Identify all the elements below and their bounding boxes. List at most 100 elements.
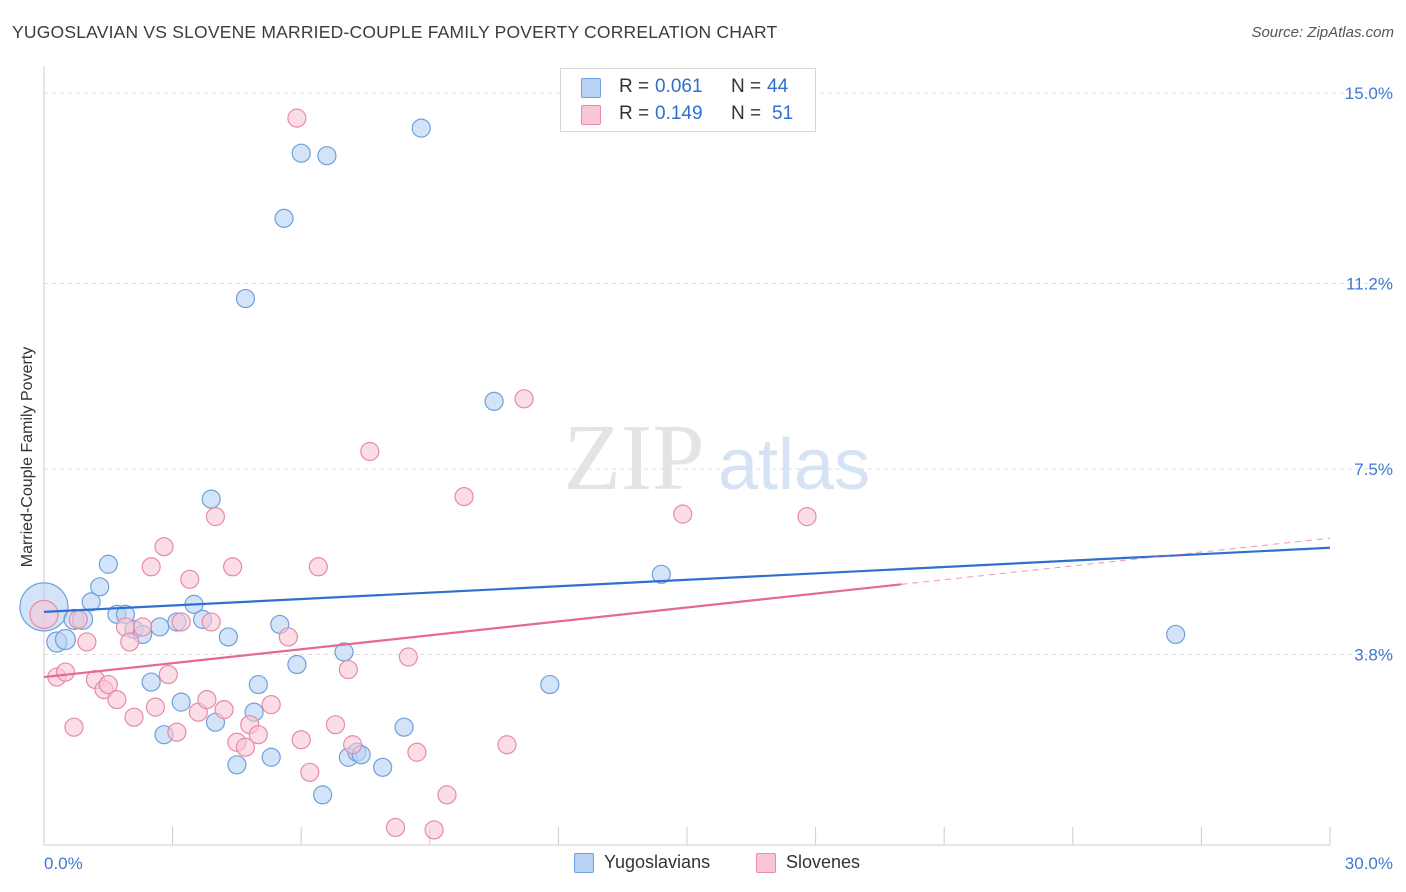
tick-label-layer: 3.8% 7.5% 11.2% 15.0% 0.0% 30.0% <box>44 84 1393 873</box>
slovene-point <box>167 722 187 742</box>
pink-swatch-icon <box>581 105 601 125</box>
y-tick-label: 15.0% <box>1345 84 1393 103</box>
n-label: N = <box>731 103 762 124</box>
slovene-point <box>154 537 174 557</box>
n-label: N = <box>731 76 762 97</box>
slovene-point <box>514 389 534 409</box>
yugoslavian-point <box>287 654 307 675</box>
slovene-point <box>300 762 320 782</box>
slovene-point <box>223 557 243 577</box>
slovene-point <box>180 569 200 589</box>
slovene-point <box>55 662 76 682</box>
yugoslavian-point <box>651 564 671 584</box>
watermark-zip: ZIP <box>564 406 705 510</box>
stats-legend: R = 0.061 N = 44 R = 0.149 N = 51 <box>560 68 816 132</box>
y-tick-label: 7.5% <box>1354 460 1393 479</box>
slovene-point <box>278 627 298 647</box>
yugoslavian-point <box>218 627 238 647</box>
yugoslavian-point <box>317 146 337 166</box>
legend-label: Yugoslavians <box>604 852 711 872</box>
yugoslavian-point <box>235 288 256 309</box>
r-value: 0.149 <box>655 103 703 124</box>
slovene-point <box>398 647 418 667</box>
slovene-point <box>287 108 307 128</box>
x-tick-label: 0.0% <box>44 854 83 873</box>
slovene-point <box>64 717 84 737</box>
slovene-trendline <box>901 537 1331 585</box>
legend-item-slovenes[interactable]: Slovenes <box>756 852 860 873</box>
yugoslavian-point <box>171 692 191 712</box>
yugoslavian-point <box>274 208 294 228</box>
yugoslavian-point <box>484 391 504 411</box>
r-label: R = <box>619 76 650 97</box>
slovene-point <box>197 690 217 710</box>
slovene-point <box>338 659 358 680</box>
n-value: 44 <box>767 76 789 97</box>
pink-swatch-icon <box>756 852 776 873</box>
legend-item-yugoslavians[interactable]: Yugoslavians <box>574 852 710 873</box>
slovene-point <box>158 664 178 685</box>
slovene-point <box>343 735 363 755</box>
slovene-point <box>68 609 88 630</box>
slovene-point <box>673 504 693 524</box>
yugoslavian-point <box>261 747 281 767</box>
slovene-point <box>407 742 427 762</box>
slovene-point <box>145 697 166 717</box>
slovene-point <box>437 785 457 805</box>
r-value: 0.061 <box>655 76 703 97</box>
yugoslavian-point <box>291 143 311 163</box>
points-layer <box>19 108 1186 840</box>
slovene-point <box>424 820 444 840</box>
slovene-point <box>132 617 153 637</box>
slovene-point <box>107 690 127 710</box>
yugoslavian-trendline <box>43 546 1331 613</box>
y-tick-label: 3.8% <box>1354 646 1393 665</box>
source-label: Source: ZipAtlas.com <box>1251 24 1394 41</box>
slovene-point <box>214 700 234 720</box>
slovene-point <box>98 674 118 695</box>
yugoslavian-point <box>150 617 170 637</box>
slovene-point <box>205 507 226 527</box>
blue-swatch-icon <box>574 852 594 873</box>
legend-label: Slovenes <box>786 852 861 872</box>
slovene-point <box>797 507 817 527</box>
slovene-point <box>77 632 97 652</box>
slovene-point <box>385 817 406 838</box>
slovene-trendline <box>43 583 902 679</box>
grid-layer <box>44 92 1390 656</box>
yugoslavian-point <box>313 785 333 805</box>
slovene-point <box>261 695 281 715</box>
slovene-point <box>201 612 221 632</box>
yugoslavian-point <box>227 755 247 775</box>
yugoslavian-point <box>201 489 221 509</box>
yugoslavian-point <box>373 757 393 777</box>
slovene-point <box>248 725 268 745</box>
y-tick-label: 11.2% <box>1346 275 1393 294</box>
slovene-point <box>120 632 140 652</box>
yugoslavian-point <box>54 628 77 651</box>
n-value: 51 <box>772 103 794 124</box>
axis-layer <box>43 66 1331 846</box>
slovene-point <box>360 441 380 462</box>
slovene-point <box>291 730 311 750</box>
yugoslavian-point <box>411 118 431 138</box>
trend-layer <box>43 537 1331 679</box>
chart-title: YUGOSLAVIAN VS SLOVENE MARRIED-COUPLE FA… <box>12 22 778 42</box>
yugoslavian-point <box>90 577 110 597</box>
watermark-atlas: atlas <box>718 425 870 505</box>
yugoslavian-point <box>141 672 161 692</box>
watermark: ZIP atlas <box>564 406 871 510</box>
yugoslavian-point <box>248 674 268 695</box>
r-label: R = <box>619 103 650 124</box>
slovene-point <box>235 737 256 757</box>
slovene-point <box>497 735 517 755</box>
slovene-point <box>325 715 346 735</box>
slovene-point <box>29 599 59 629</box>
yugoslavian-point <box>394 717 414 737</box>
blue-swatch-icon <box>581 78 601 98</box>
slovene-point <box>308 557 328 577</box>
yugoslavian-point <box>1166 624 1186 645</box>
slovene-point <box>454 486 474 507</box>
x-tick-label: 30.0% <box>1345 854 1393 873</box>
